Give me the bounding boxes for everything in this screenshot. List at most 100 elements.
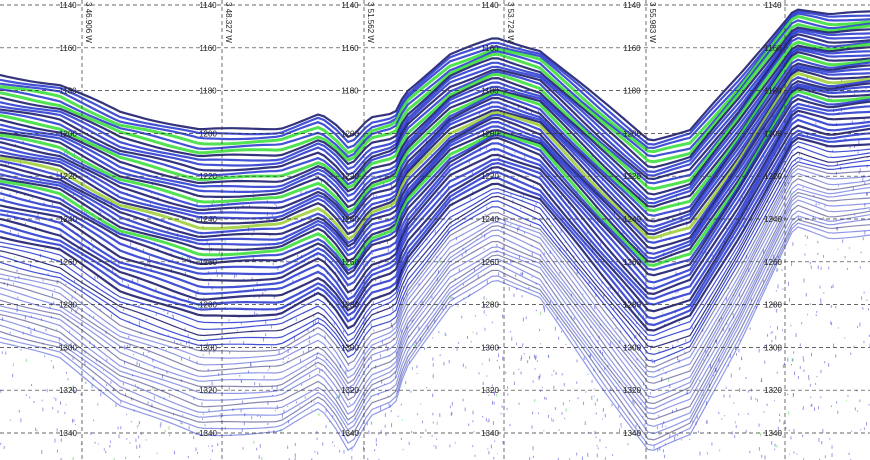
depth-label: 1200	[481, 129, 499, 138]
noise-dot	[174, 295, 176, 298]
noise-dot	[509, 423, 511, 427]
noise-dot	[339, 449, 341, 453]
noise-dot	[463, 297, 465, 299]
noise-dot	[134, 384, 136, 386]
noise-dot	[215, 269, 217, 274]
depth-label: 1220	[623, 172, 641, 181]
noise-dot	[529, 355, 531, 360]
noise-dot	[283, 347, 285, 351]
noise-dot	[120, 426, 122, 430]
noise-dot	[801, 156, 803, 159]
noise-dot	[415, 340, 417, 344]
noise-dot	[851, 120, 853, 124]
noise-dot	[496, 452, 498, 454]
noise-dot	[292, 279, 294, 283]
noise-dot	[98, 208, 100, 212]
noise-dot	[71, 296, 73, 300]
noise-dot	[99, 308, 101, 311]
noise-dot	[646, 342, 648, 344]
noise-dot	[658, 350, 660, 354]
noise-dot	[547, 354, 549, 358]
noise-dot	[240, 408, 242, 413]
noise-dot	[387, 248, 389, 252]
noise-dot	[490, 444, 492, 449]
noise-dot	[216, 274, 218, 277]
noise-dot	[258, 455, 260, 459]
reflector	[0, 71, 870, 241]
noise-dot	[249, 204, 251, 208]
noise-dot	[206, 342, 208, 346]
noise-dot	[250, 362, 252, 366]
noise-dot	[848, 452, 850, 456]
noise-dot	[138, 363, 140, 367]
noise-dot	[515, 274, 517, 277]
noise-dot	[502, 440, 504, 444]
noise-dot	[208, 282, 210, 286]
noise-dot	[662, 449, 664, 453]
noise-dot	[418, 255, 420, 257]
depth-label: 1240	[623, 215, 641, 224]
noise-dot	[197, 452, 199, 454]
depth-label: 1240	[341, 215, 359, 224]
noise-dot	[705, 401, 707, 405]
noise-dot	[684, 351, 686, 354]
depth-label: 1260	[59, 258, 77, 267]
noise-dot	[844, 256, 846, 259]
noise-dot	[429, 346, 431, 348]
depth-label: 1280	[341, 301, 359, 310]
noise-dot	[782, 435, 784, 438]
noise-dot	[116, 306, 118, 308]
noise-dot	[534, 368, 536, 370]
noise-dot	[576, 190, 578, 194]
noise-dot	[750, 396, 752, 401]
noise-dot	[522, 317, 524, 322]
noise-dot	[842, 239, 844, 243]
noise-dot	[553, 370, 555, 372]
noise-dot	[73, 152, 75, 155]
noise-dot	[794, 371, 796, 376]
reflector	[0, 97, 870, 277]
noise-dot	[271, 394, 273, 396]
noise-dot	[115, 403, 117, 407]
noise-dot	[868, 334, 870, 337]
noise-dot	[686, 390, 688, 394]
noise-dot	[545, 397, 547, 400]
noise-dot	[791, 152, 793, 154]
noise-dot	[591, 380, 593, 383]
noise-dot	[373, 194, 375, 198]
noise-dot	[808, 377, 810, 381]
noise-dot	[776, 308, 778, 313]
noise-dot	[502, 356, 504, 361]
noise-dot	[147, 401, 149, 405]
noise-dot	[857, 410, 859, 412]
noise-dot	[206, 240, 208, 244]
noise-dot	[378, 275, 380, 277]
noise-dot	[483, 304, 485, 309]
noise-dot	[732, 312, 734, 315]
noise-dot	[262, 291, 264, 296]
noise-dot	[665, 425, 667, 427]
noise-dot	[703, 359, 705, 361]
noise-dot	[324, 258, 326, 262]
noise-dot	[76, 201, 78, 203]
noise-dot	[513, 371, 515, 375]
noise-dot	[193, 396, 195, 400]
noise-dot	[50, 360, 52, 362]
noise-dot	[776, 371, 778, 374]
noise-dot	[204, 424, 206, 427]
noise-dot	[227, 201, 229, 205]
noise-dot	[138, 320, 140, 324]
noise-dot	[417, 413, 419, 416]
noise-dot	[793, 351, 795, 354]
noise-dot	[862, 307, 864, 310]
depth-label: 1140	[623, 1, 641, 10]
noise-dot	[128, 320, 130, 323]
noise-dot	[487, 420, 489, 423]
noise-dot	[852, 186, 854, 191]
noise-dot	[627, 443, 629, 446]
noise-dot	[478, 372, 480, 375]
depth-label: 1160	[764, 44, 782, 53]
noise-dot	[769, 326, 771, 328]
noise-dot	[619, 414, 621, 418]
noise-dot	[795, 333, 797, 338]
